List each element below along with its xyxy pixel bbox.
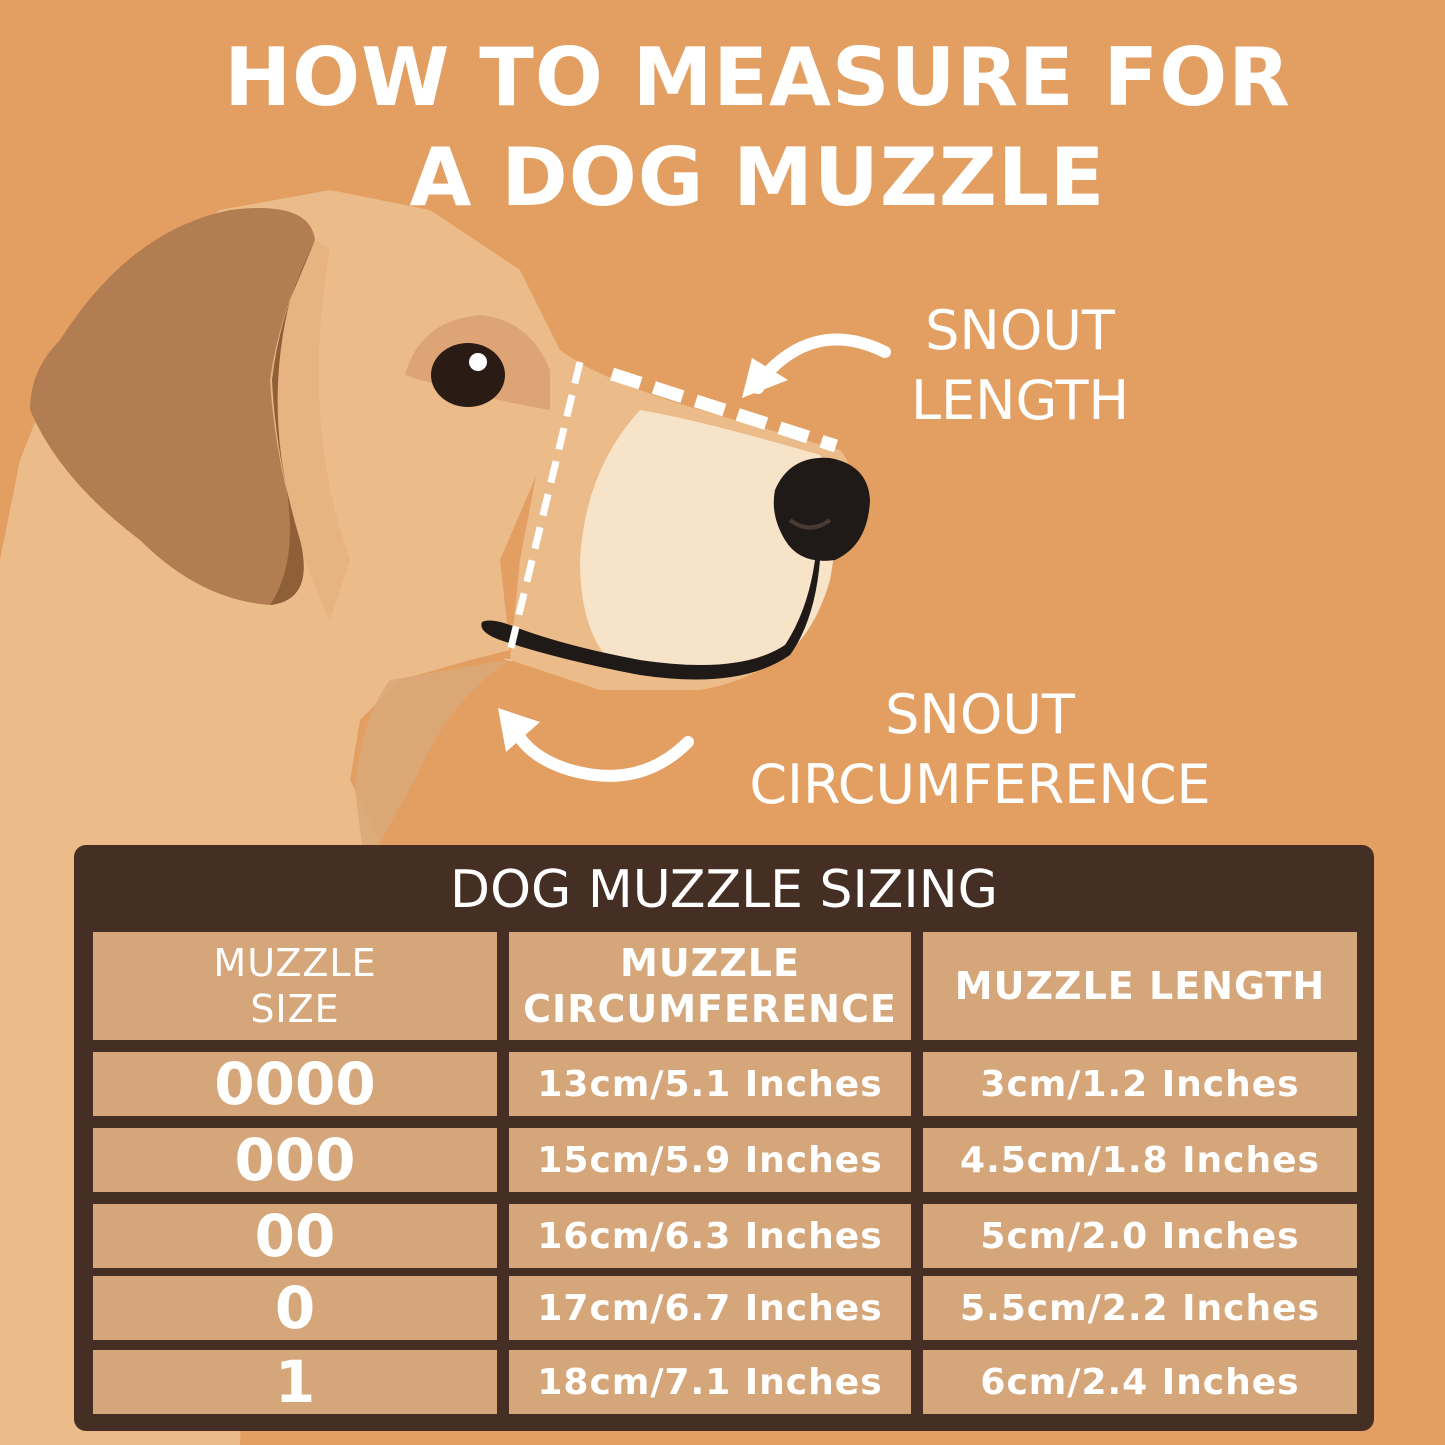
table-title: DOG MUZZLE SIZING: [450, 860, 998, 920]
size-cell: 0: [93, 1274, 497, 1342]
snout-length-label-line-2: LENGTH: [910, 369, 1130, 432]
length-cell: 6cm/2.4 Inches: [923, 1350, 1357, 1414]
snout-length-label: SNOUT LENGTH: [880, 296, 1160, 436]
page-title-line-2: A DOG MUZZLE: [409, 131, 1106, 224]
sizing-table: DOG MUZZLE SIZING MUZZLE SIZE MUZZLE CIR…: [74, 845, 1374, 1431]
size-cell: 1: [93, 1348, 497, 1416]
length-cell: 4.5cm/1.8 Inches: [923, 1128, 1357, 1192]
curved-arrow-icon: [498, 708, 694, 782]
nose: [773, 457, 870, 561]
header-muzzle-circumference-line-2: CIRCUMFERENCE: [523, 987, 897, 1031]
header-muzzle-size-line-2: SIZE: [250, 987, 340, 1031]
page-title-line-1: HOW TO MEASURE FOR: [224, 31, 1291, 124]
head-shade: [268, 230, 350, 620]
circumference-cell: 13cm/5.1 Inches: [509, 1052, 911, 1116]
length-cell: 5cm/2.0 Inches: [923, 1204, 1357, 1268]
circumference-cell: 17cm/6.7 Inches: [509, 1276, 911, 1340]
curved-arrow-icon: [742, 333, 891, 398]
size-cell: 000: [93, 1126, 497, 1194]
circumference-cell: 15cm/5.9 Inches: [509, 1128, 911, 1192]
ear: [30, 208, 315, 605]
header-muzzle-size-line-1: MUZZLE: [213, 941, 377, 985]
header-muzzle-circumference: MUZZLE CIRCUMFERENCE: [509, 932, 911, 1040]
muzzle-pale: [580, 410, 836, 670]
snout-circumference-label-line-1: SNOUT: [885, 683, 1075, 746]
header-muzzle-circumference-line-1: MUZZLE: [620, 941, 800, 985]
page-title: HOW TO MEASURE FOR A DOG MUZZLE: [0, 28, 1445, 228]
snout-length-label-line-1: SNOUT: [925, 299, 1115, 362]
snout-circumference-label-line-2: CIRCUMFERENCE: [749, 753, 1211, 816]
length-dashed-line: [610, 367, 838, 453]
eye: [431, 343, 505, 407]
length-cell: 3cm/1.2 Inches: [923, 1052, 1357, 1116]
circumference-cell: 18cm/7.1 Inches: [509, 1350, 911, 1414]
length-cell: 5.5cm/2.2 Inches: [923, 1276, 1357, 1340]
eye-highlight: [469, 353, 487, 371]
mouth: [481, 560, 820, 680]
neck-shadow: [355, 660, 510, 870]
header-muzzle-size: MUZZLE SIZE: [93, 932, 497, 1040]
size-cell: 0000: [93, 1050, 497, 1118]
circumference-cell: 16cm/6.3 Inches: [509, 1204, 911, 1268]
ear-edge: [270, 240, 315, 605]
size-cell: 00: [93, 1202, 497, 1270]
header-muzzle-length: MUZZLE LENGTH: [923, 932, 1357, 1040]
circumference-dashed-line: [504, 361, 584, 661]
snout-circumference-label: SNOUT CIRCUMFERENCE: [700, 680, 1260, 820]
nose-highlight: [788, 518, 832, 530]
